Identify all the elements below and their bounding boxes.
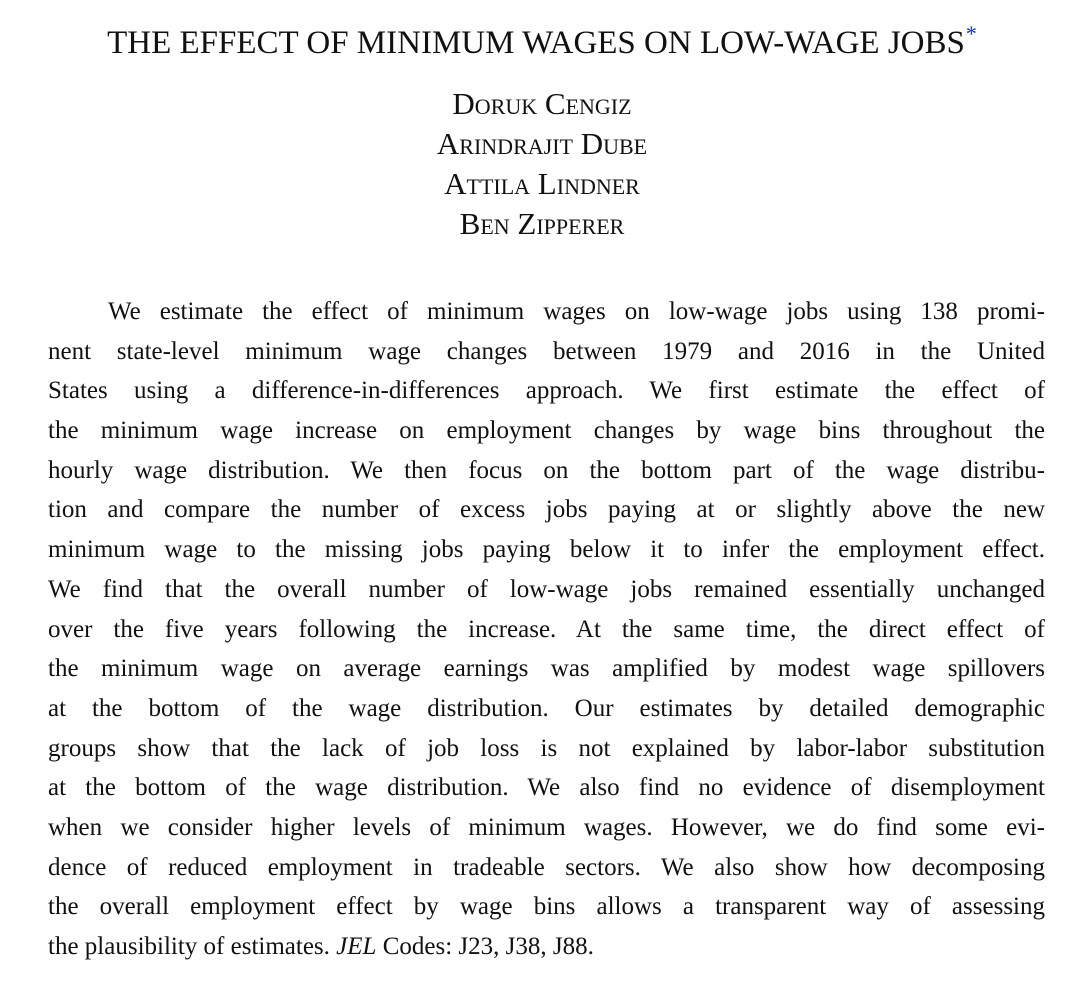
abstract-line: the minimum wage on average earnings was… [48, 655, 1045, 683]
author-list: Doruk Cengiz Arindrajit Dube Attila Lind… [0, 84, 1084, 244]
paper-title: THE EFFECT OF MINIMUM WAGES ON LOW-WAGE … [0, 14, 1084, 63]
paper-title-text: THE EFFECT OF MINIMUM WAGES ON LOW-WAGE … [107, 25, 965, 61]
abstract-line: over the five years following the increa… [48, 615, 1045, 643]
abstract-line: at the bottom of the wage distribution. … [48, 774, 1045, 802]
abstract-line: the overall employment effect by wage bi… [48, 893, 1045, 921]
abstract-line: dence of reduced employment in tradeable… [48, 853, 1045, 881]
title-footnote-link[interactable]: * [965, 21, 977, 46]
abstract-line: tion and compare the number of excess jo… [48, 496, 1045, 524]
jel-codes: Codes: J23, J38, J88. [376, 933, 594, 960]
abstract-line: hourly wage distribution. We then focus … [48, 456, 1045, 484]
abstract-last-line: the plausibility of estimates. JEL Codes… [48, 927, 1045, 967]
abstract-line: nent state-level minimum wage changes be… [48, 337, 1045, 365]
abstract-line: when we consider higher levels of minimu… [48, 813, 1045, 841]
abstract-line: We estimate the effect of minimum wages … [108, 298, 1045, 325]
author-name: Doruk Cengiz [452, 86, 632, 121]
abstract-line: States using a difference-in-differences… [48, 377, 1045, 405]
author-name: Ben Zipperer [459, 206, 625, 241]
abstract-line: minimum wage to the missing jobs paying … [48, 536, 1045, 564]
abstract-line: the plausibility of estimates. [48, 933, 330, 960]
jel-label: JEL [336, 933, 377, 960]
author-name: Attila Lindner [444, 166, 640, 201]
abstract-line: groups show that the lack of job loss is… [48, 734, 1045, 762]
abstract-line: at the bottom of the wage distribution. … [48, 694, 1045, 722]
author-name: Arindrajit Dube [436, 126, 648, 161]
abstract-line: the minimum wage increase on employment … [48, 417, 1045, 445]
abstract-line: We find that the overall number of low-w… [48, 575, 1045, 603]
abstract: We estimate the effect of minimum wages … [48, 292, 1045, 967]
